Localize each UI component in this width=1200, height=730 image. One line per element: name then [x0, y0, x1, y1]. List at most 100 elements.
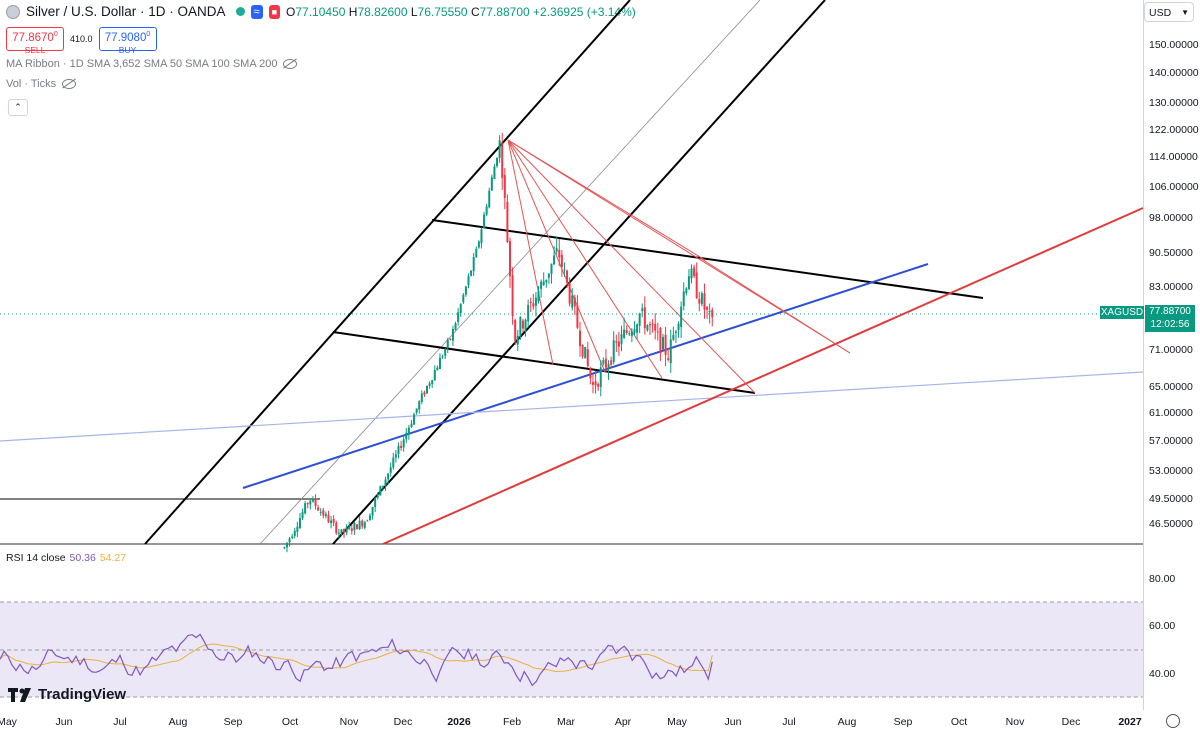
candle — [667, 358, 670, 360]
candle — [332, 518, 335, 523]
candle — [345, 527, 348, 533]
candle — [503, 175, 506, 198]
change-value: +2.36925 (+3.14%) — [533, 4, 636, 19]
candle — [529, 301, 532, 304]
candle — [540, 281, 543, 289]
candle — [693, 267, 696, 277]
candle — [661, 337, 664, 350]
candle — [532, 303, 535, 307]
candle — [306, 503, 309, 505]
candle — [285, 542, 288, 548]
candle — [371, 506, 374, 516]
candle — [649, 323, 652, 326]
candle — [283, 547, 286, 549]
time-tick: Apr — [614, 716, 632, 728]
candle — [324, 513, 327, 516]
price-tick: 140.00000 — [1149, 67, 1199, 79]
candle — [358, 520, 361, 530]
candle — [381, 485, 384, 488]
price-tick: 61.00000 — [1149, 407, 1193, 419]
low-value: 76.75550 — [417, 4, 468, 19]
candle — [589, 368, 592, 379]
indicator-volume[interactable]: Vol · Ticks — [6, 78, 77, 90]
candle — [506, 201, 509, 243]
candle — [700, 293, 703, 305]
candle — [400, 445, 403, 449]
candle — [485, 206, 488, 215]
candle — [405, 432, 408, 440]
candle — [327, 514, 330, 523]
candle — [304, 503, 307, 514]
candle — [363, 522, 366, 528]
candle — [459, 303, 462, 314]
candle — [646, 325, 649, 331]
candle — [335, 522, 338, 534]
buy-button[interactable]: 77.90800 BUY — [98, 27, 157, 55]
price-tick: 46.50000 — [1149, 518, 1193, 530]
candle — [436, 367, 439, 371]
currency-select[interactable]: USD ▼ — [1144, 2, 1194, 22]
price-tick: 130.00000 — [1149, 97, 1199, 109]
candle — [563, 269, 566, 271]
chart-canvas[interactable] — [0, 0, 1200, 710]
rsi-legend[interactable]: RSI 14 close 50.36 54.27 — [6, 552, 127, 564]
candle — [451, 328, 454, 341]
collapse-legend-button[interactable]: ⌃ — [8, 99, 28, 116]
candle — [397, 445, 400, 455]
time-tick: May — [667, 716, 687, 728]
red-trendline — [382, 207, 1144, 545]
time-tick: Dec — [393, 716, 413, 728]
candle — [690, 268, 693, 279]
hidden-eye-icon[interactable] — [62, 79, 77, 89]
candle — [348, 526, 351, 529]
symbol-title[interactable]: Silver / U.S. Dollar · 1D · OANDA — [26, 4, 226, 19]
candle — [480, 229, 483, 244]
fan-line — [507, 139, 851, 354]
fan-line — [699, 257, 851, 354]
candle — [584, 346, 587, 359]
time-tick: Mar — [556, 716, 576, 728]
candle — [527, 305, 530, 322]
candle — [477, 241, 480, 248]
candle — [296, 526, 299, 532]
candle — [488, 190, 491, 208]
open-value: 77.10450 — [295, 4, 346, 19]
rsi-layer — [0, 633, 713, 687]
candle — [298, 518, 301, 529]
time-tick: 2027 — [1118, 716, 1142, 728]
indicator-ma-ribbon[interactable]: MA Ribbon · 1D SMA 3,652 SMA 50 SMA 100 … — [6, 58, 298, 70]
candle — [438, 357, 441, 370]
sell-button[interactable]: 77.86700 SELL — [6, 27, 64, 55]
candle — [355, 524, 358, 530]
rsi-line — [0, 633, 713, 687]
candle — [524, 319, 527, 332]
fan-line — [507, 139, 554, 366]
candle — [672, 334, 675, 340]
rsi-tick: 40.00 — [1149, 668, 1176, 680]
candle — [431, 380, 434, 385]
candle — [426, 385, 429, 394]
alert-icon[interactable]: ■ — [268, 4, 281, 19]
candle — [413, 414, 416, 425]
candle — [467, 276, 470, 286]
drawings-layer — [0, 0, 1144, 545]
hidden-eye-icon[interactable] — [283, 59, 298, 69]
rsi-ma-line — [0, 643, 713, 673]
candle — [493, 166, 496, 180]
candle — [521, 320, 524, 329]
price-axis[interactable] — [1143, 0, 1200, 710]
candles-layer — [283, 132, 714, 553]
time-tick: Nov — [339, 716, 359, 728]
candle — [368, 515, 371, 521]
candle — [415, 408, 418, 413]
candle — [664, 334, 667, 355]
tradingview-logo[interactable]: TradingView — [8, 686, 126, 703]
time-tick: Oct — [950, 716, 968, 728]
candle — [384, 479, 387, 486]
settings-gear-icon[interactable] — [1166, 714, 1180, 728]
candle — [643, 307, 646, 329]
flag-icon[interactable]: ≈ — [250, 4, 263, 19]
candle — [361, 520, 364, 527]
blue-trendline — [242, 263, 929, 489]
candle — [695, 272, 698, 299]
